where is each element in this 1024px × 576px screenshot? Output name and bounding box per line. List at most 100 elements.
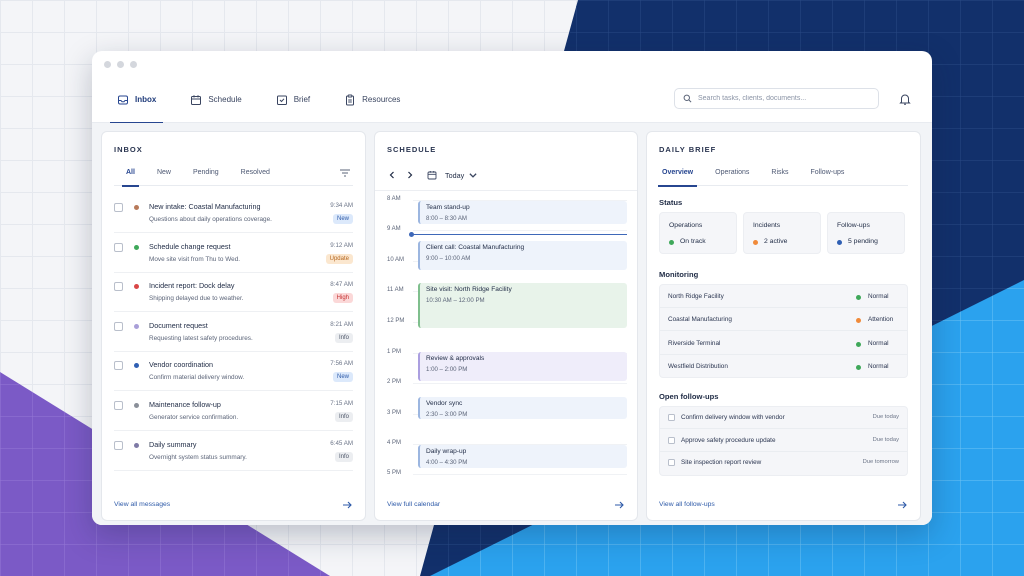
message-checkbox[interactable] <box>114 242 123 252</box>
window-dot-close[interactable] <box>104 60 111 68</box>
follow-up-checkbox[interactable] <box>668 414 675 421</box>
monitoring-site: North Ridge Facility <box>668 293 724 300</box>
message-dot <box>134 403 139 408</box>
chevron-down-icon <box>469 173 477 178</box>
clipboard-icon <box>346 94 355 105</box>
schedule-panel: SCHEDULE Today 8 AM 9 AM 10 AM 11 AM 12 PM 1 … <box>374 131 638 521</box>
brief-tabs: Overview Operations Risks Follow-ups <box>657 168 908 187</box>
message-checkbox[interactable] <box>114 401 123 410</box>
list-item[interactable]: Schedule change request Move site visit f… <box>114 233 353 273</box>
tab-inbox[interactable]: Inbox <box>109 77 164 124</box>
calendar-event[interactable]: Team stand-up 8:00 – 8:30 AM <box>418 201 627 224</box>
list-item[interactable]: Incident report: Dock delay Shipping dela… <box>114 272 353 313</box>
hour-label: 10 AM <box>387 257 405 263</box>
message-checkbox[interactable] <box>114 282 123 292</box>
hour-gridline <box>413 230 627 231</box>
calendar-event[interactable]: Review & approvals 1:00 – 2:00 PM <box>418 352 627 381</box>
chevron-right-icon[interactable] <box>405 170 415 180</box>
tab-schedule[interactable]: Schedule <box>185 77 246 123</box>
hour-label: 4 PM <box>387 440 402 446</box>
list-item[interactable]: Daily summary Overnight system status sum… <box>114 431 353 471</box>
status-label: Incidents <box>753 222 781 229</box>
monitoring-status: Normal <box>868 293 889 300</box>
follow-up-row[interactable]: Approve safety procedure update Due today <box>660 430 907 452</box>
message-preview: Overnight system status summary. <box>149 453 247 461</box>
message-checkbox[interactable] <box>114 440 123 450</box>
top-navigation: Inbox Schedule Brief Resources <box>92 77 932 124</box>
hour-label: 8 AM <box>387 196 401 202</box>
tab-overview[interactable]: Overview <box>657 168 698 187</box>
monitoring-row[interactable]: Riverside Terminal Normal <box>660 332 907 355</box>
tab-brief[interactable]: Brief <box>271 77 315 123</box>
view-all-follow-ups-link[interactable]: View all follow-ups <box>659 501 715 508</box>
list-item[interactable]: New intake: Coastal Manufacturing Questio… <box>114 193 353 233</box>
status-badge: Info <box>334 332 353 343</box>
brief-icon <box>276 95 287 105</box>
search-box[interactable] <box>674 88 879 109</box>
event-time: 9:00 – 10:00 AM <box>426 255 471 262</box>
follow-up-checkbox[interactable] <box>668 436 675 444</box>
message-title: Incident report: Dock delay <box>149 281 235 291</box>
message-checkbox[interactable] <box>114 203 123 212</box>
arrow-right-icon[interactable] <box>613 500 625 510</box>
calendar-event[interactable]: Vendor sync 2:30 – 3:00 PM <box>418 397 627 419</box>
follow-up-checkbox[interactable] <box>668 459 675 466</box>
calendar-event[interactable]: Client call: Coastal Manufacturing 9:00 –… <box>418 241 627 270</box>
message-title: Vendor coordination <box>149 360 213 370</box>
event-time: 2:30 – 3:00 PM <box>426 411 468 418</box>
tab-risks[interactable]: Risks <box>771 169 789 176</box>
follow-up-task: Site inspection report review <box>681 459 762 466</box>
monitoring-row[interactable]: Westfield Distribution Normal <box>660 355 907 378</box>
list-item[interactable]: Vendor coordination Confirm material deli… <box>114 351 353 392</box>
message-checkbox[interactable] <box>114 321 123 331</box>
follow-up-row[interactable]: Confirm delivery window with vendor Due t… <box>660 407 907 429</box>
filter-resolved[interactable]: Resolved <box>240 169 270 176</box>
arrow-right-icon[interactable] <box>896 500 908 510</box>
monitoring-heading: Monitoring <box>659 270 699 279</box>
schedule-controls: Today <box>387 168 625 182</box>
filter-new[interactable]: New <box>156 169 171 176</box>
message-dot <box>134 284 139 290</box>
monitoring-status-dot <box>856 295 861 300</box>
monitoring-status: Normal <box>868 362 889 370</box>
list-item[interactable]: Maintenance follow-up Generator service c… <box>114 391 353 431</box>
monitoring-row[interactable]: North Ridge Facility Normal <box>660 285 907 308</box>
follow-up-task: Confirm delivery window with vendor <box>681 414 785 421</box>
event-time: 1:00 – 2:00 PM <box>426 366 468 373</box>
notification-bell-icon[interactable] <box>898 92 912 106</box>
message-time: 8:47 AM <box>330 281 353 289</box>
monitoring-row[interactable]: Coastal Manufacturing Attention <box>660 308 907 332</box>
view-all-messages-link[interactable]: View all messages <box>114 501 171 508</box>
message-time: 6:45 AM <box>330 439 353 447</box>
window-dot-minimize[interactable] <box>117 60 124 68</box>
daily-brief-panel: DAILY BRIEF Overview Operations Risks Fo… <box>646 131 921 521</box>
calendar-event[interactable]: Site visit: North Ridge Facility 10:30 AM… <box>418 283 627 328</box>
main-content: INBOX All New Pending Resolved New intak… <box>92 123 932 525</box>
calendar-icon[interactable] <box>427 170 437 180</box>
view-full-calendar-link[interactable]: View full calendar <box>387 501 441 508</box>
filter-pending[interactable]: Pending <box>192 169 219 176</box>
tab-resources[interactable]: Resources <box>339 77 405 123</box>
arrow-right-icon[interactable] <box>341 500 353 510</box>
status-badge: New <box>332 214 353 224</box>
message-dot <box>134 323 139 329</box>
message-checkbox[interactable] <box>114 361 123 371</box>
calendar-event[interactable]: Daily wrap-up 4:00 – 4:30 PM <box>418 445 627 468</box>
chevron-left-icon[interactable] <box>387 170 397 180</box>
window-dot-maximize[interactable] <box>130 60 137 68</box>
today-dropdown[interactable]: Today <box>445 170 478 180</box>
tab-inbox-label: Inbox <box>135 95 157 104</box>
status-card-incidents: Incidents 2 active <box>743 212 821 254</box>
tab-operations[interactable]: Operations <box>715 169 750 176</box>
follow-up-due: Due today <box>872 436 899 443</box>
follow-up-due: Due tomorrow <box>862 459 899 465</box>
status-card-follow-ups: Follow-ups 5 pending <box>827 212 905 254</box>
tab-follow-ups[interactable]: Follow-ups <box>810 169 845 176</box>
filter-icon[interactable] <box>339 168 351 178</box>
search-input[interactable] <box>698 95 868 102</box>
message-time: 9:34 AM <box>330 202 353 209</box>
status-heading: Status <box>659 198 683 207</box>
follow-up-row[interactable]: Site inspection report review Due tomorro… <box>660 452 907 474</box>
filter-all[interactable]: All <box>122 168 139 187</box>
list-item[interactable]: Document request Requesting latest safety… <box>114 312 353 352</box>
